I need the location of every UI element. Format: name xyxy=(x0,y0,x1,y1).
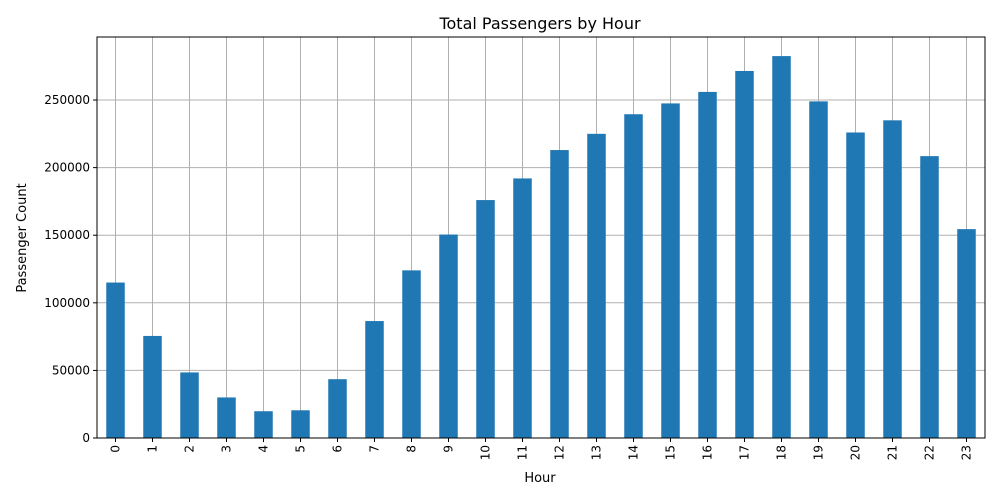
y-tick-label: 200000 xyxy=(44,161,90,175)
x-tick-label: 20 xyxy=(849,445,863,460)
x-tick-label: 1 xyxy=(146,445,160,453)
bar xyxy=(402,270,421,438)
x-tick-label: 11 xyxy=(516,445,530,460)
x-tick-label: 21 xyxy=(886,445,900,460)
x-tick-label: 0 xyxy=(109,445,123,453)
bar xyxy=(772,56,791,438)
x-axis-label: Hour xyxy=(524,471,556,486)
x-tick-label: 10 xyxy=(479,445,493,460)
y-tick-label: 50000 xyxy=(52,363,90,377)
bar xyxy=(883,120,902,438)
bar xyxy=(143,335,162,438)
bar xyxy=(957,229,976,438)
x-tick-label: 23 xyxy=(960,445,974,460)
x-tick-label: 2 xyxy=(183,445,197,453)
x-tick-label: 5 xyxy=(294,445,308,453)
bar xyxy=(550,150,569,438)
x-tick-label: 4 xyxy=(257,445,271,453)
bar xyxy=(180,372,199,438)
bar xyxy=(217,397,236,438)
bar xyxy=(846,132,865,438)
x-tick-label: 22 xyxy=(923,445,937,460)
bar xyxy=(365,321,384,438)
plot-frame xyxy=(96,36,986,439)
y-axis-label: Passenger Count xyxy=(15,183,30,292)
x-tick-label: 15 xyxy=(664,445,678,460)
y-axis-ticks: 0 50000 100000 150000 200000 250000 xyxy=(44,93,97,445)
bar xyxy=(476,200,495,438)
bar xyxy=(439,234,458,438)
x-tick-label: 13 xyxy=(590,445,604,460)
x-tick-label: 14 xyxy=(627,445,641,460)
x-tick-label: 18 xyxy=(775,445,789,460)
x-tick-label: 16 xyxy=(701,445,715,460)
bar xyxy=(328,379,347,438)
bar xyxy=(587,133,606,438)
bar xyxy=(513,178,532,439)
bar xyxy=(291,410,310,438)
y-tick-label: 150000 xyxy=(44,228,90,242)
bar xyxy=(254,411,273,438)
chart-title: Total Passengers by Hour xyxy=(438,14,641,33)
x-tick-label: 6 xyxy=(331,445,345,453)
bar xyxy=(624,114,643,438)
x-tick-label: 9 xyxy=(442,445,456,453)
x-tick-label: 7 xyxy=(368,445,382,453)
x-tick-label: 3 xyxy=(220,445,234,453)
x-tick-label: 17 xyxy=(738,445,752,460)
x-tick-label: 12 xyxy=(553,445,567,460)
bar xyxy=(661,103,680,438)
x-tick-label: 19 xyxy=(812,445,826,460)
bar xyxy=(920,156,939,438)
bar xyxy=(106,282,125,438)
y-tick-label: 250000 xyxy=(44,93,90,107)
bar xyxy=(735,70,754,438)
y-tick-label: 100000 xyxy=(44,296,90,310)
x-axis-ticks: 0 1 2 3 4 5 6 7 8 9 10 11 12 13 14 15 16 17 18 19 20 21 22 23 xyxy=(109,438,974,460)
bars xyxy=(106,56,976,439)
bar xyxy=(809,101,828,438)
y-tick-label: 0 xyxy=(82,431,90,445)
bar xyxy=(698,91,717,439)
x-tick-label: 8 xyxy=(405,445,419,453)
